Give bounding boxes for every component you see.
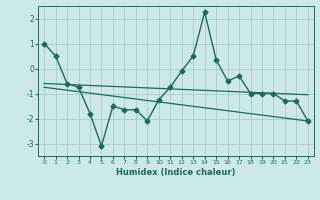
X-axis label: Humidex (Indice chaleur): Humidex (Indice chaleur)	[116, 168, 236, 177]
